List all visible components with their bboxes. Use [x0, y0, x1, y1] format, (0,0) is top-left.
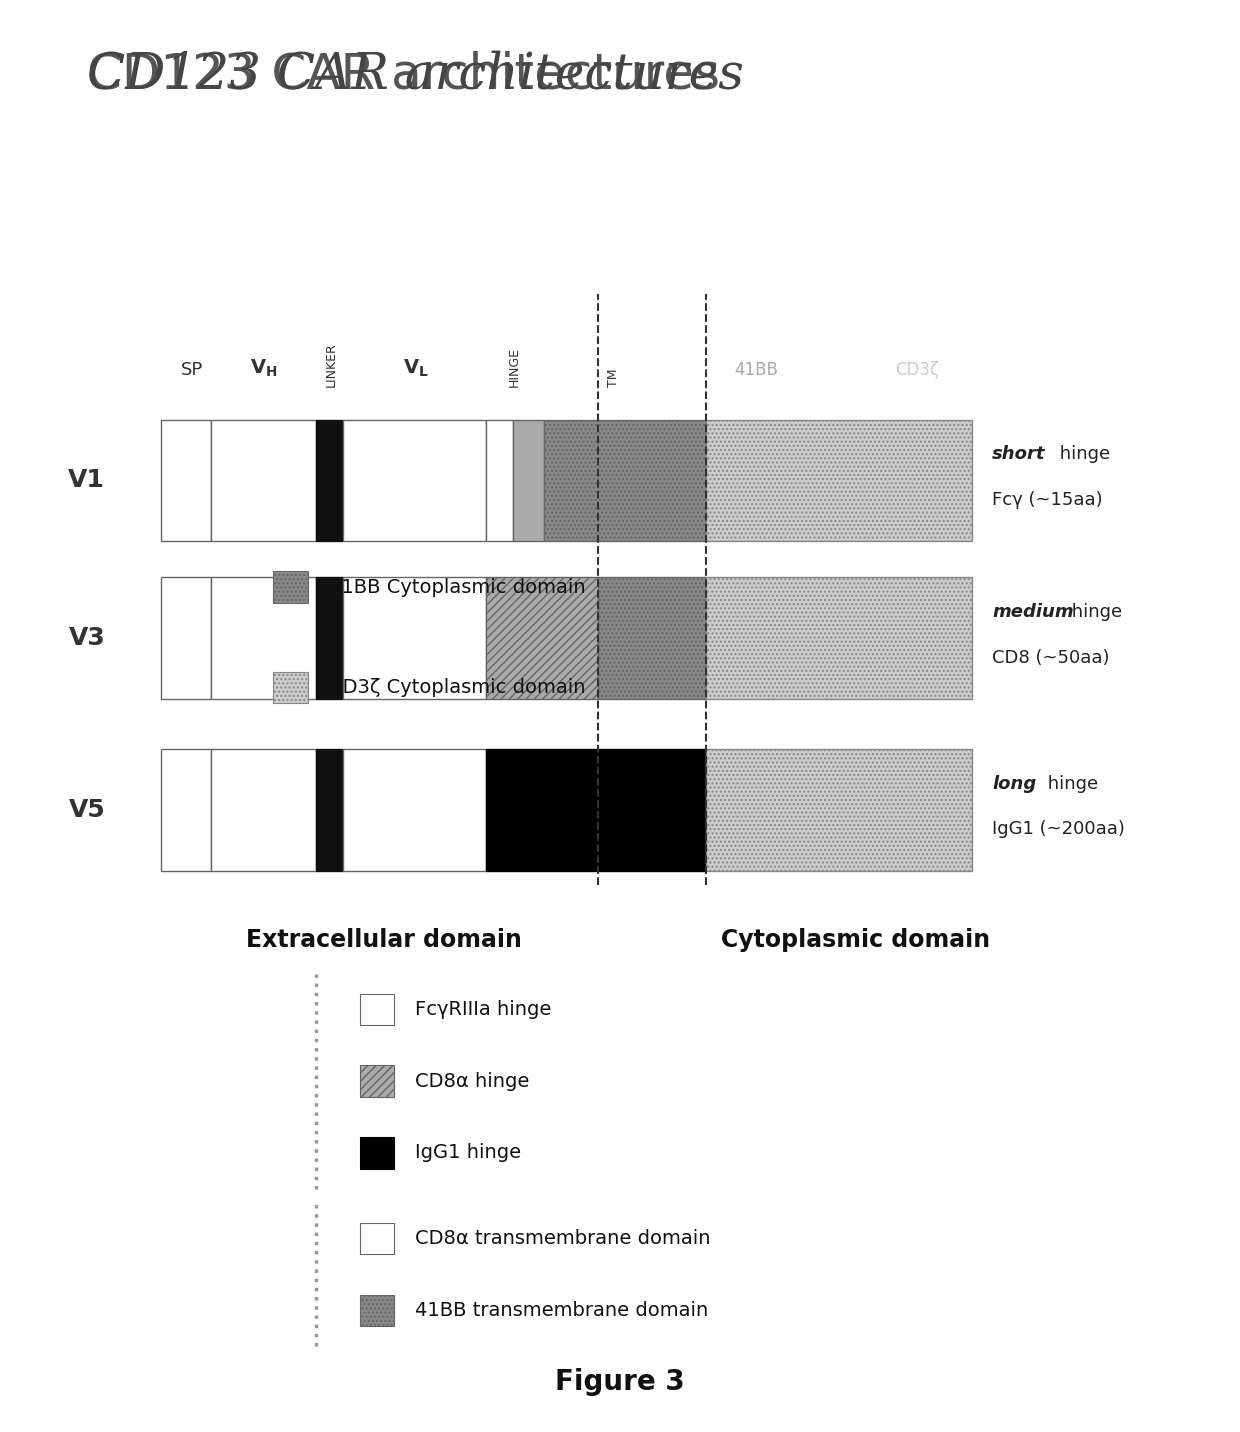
Bar — [706, 420, 972, 541]
Bar — [211, 749, 316, 871]
Text: CD3ζ: CD3ζ — [895, 361, 940, 379]
Bar — [273, 571, 308, 603]
Text: IgG1 hinge: IgG1 hinge — [415, 1143, 522, 1163]
Bar — [706, 577, 972, 699]
Text: CD3ζ Cytoplasmic domain: CD3ζ Cytoplasmic domain — [329, 677, 585, 697]
Text: V1: V1 — [68, 468, 105, 493]
Bar — [343, 420, 486, 541]
Bar — [360, 1295, 394, 1326]
Text: V3: V3 — [68, 626, 105, 650]
Text: short: short — [992, 445, 1045, 464]
Text: long: long — [992, 775, 1037, 792]
Bar — [161, 577, 211, 699]
Text: hinge: hinge — [1042, 775, 1097, 792]
Text: Cytoplasmic domain: Cytoplasmic domain — [720, 928, 991, 952]
Bar — [706, 749, 972, 871]
Text: LINKER: LINKER — [325, 342, 337, 387]
Text: TM: TM — [608, 368, 620, 387]
Text: CD123 CAR architectures: CD123 CAR architectures — [87, 50, 720, 99]
Text: CD8 (~50aa): CD8 (~50aa) — [992, 649, 1110, 667]
Bar — [486, 577, 598, 699]
Bar — [273, 672, 308, 703]
Text: FcγRIIIa hinge: FcγRIIIa hinge — [415, 1000, 552, 1020]
Bar — [161, 749, 211, 871]
Text: CD8α transmembrane domain: CD8α transmembrane domain — [415, 1229, 711, 1249]
Text: hinge: hinge — [1054, 445, 1110, 464]
Bar — [360, 1223, 394, 1254]
Text: 41BB: 41BB — [734, 361, 779, 379]
Bar — [343, 577, 486, 699]
Bar — [598, 577, 706, 699]
Text: hinge: hinge — [1066, 603, 1122, 621]
Text: V5: V5 — [68, 798, 105, 822]
Bar — [360, 1065, 394, 1097]
Text: CD8α hinge: CD8α hinge — [415, 1071, 529, 1091]
Bar — [544, 420, 706, 541]
Bar — [316, 749, 343, 871]
Text: CD123 CAR architectures: CD123 CAR architectures — [87, 50, 744, 100]
Bar — [161, 420, 211, 541]
Bar — [316, 420, 343, 541]
Bar — [486, 749, 703, 871]
Text: Figure 3: Figure 3 — [556, 1368, 684, 1396]
Bar — [360, 994, 394, 1025]
Text: medium: medium — [992, 603, 1074, 621]
Bar — [211, 420, 316, 541]
Text: 41BB transmembrane domain: 41BB transmembrane domain — [415, 1300, 708, 1320]
Text: $\mathbf{V_H}$: $\mathbf{V_H}$ — [250, 358, 278, 379]
Bar — [703, 749, 706, 871]
Text: Fcγ (~15aa): Fcγ (~15aa) — [992, 491, 1102, 510]
Text: IgG1 (~200aa): IgG1 (~200aa) — [992, 821, 1125, 839]
Bar — [486, 420, 513, 541]
Text: SP: SP — [181, 361, 203, 379]
Bar — [211, 577, 316, 699]
Text: Extracellular domain: Extracellular domain — [247, 928, 522, 952]
Bar — [513, 420, 544, 541]
Text: $\mathbf{V_L}$: $\mathbf{V_L}$ — [403, 358, 428, 379]
Bar — [360, 1137, 394, 1169]
Bar — [316, 577, 343, 699]
Bar — [343, 749, 486, 871]
Text: HINGE: HINGE — [508, 347, 521, 387]
Text: 41BB Cytoplasmic domain: 41BB Cytoplasmic domain — [329, 577, 585, 597]
